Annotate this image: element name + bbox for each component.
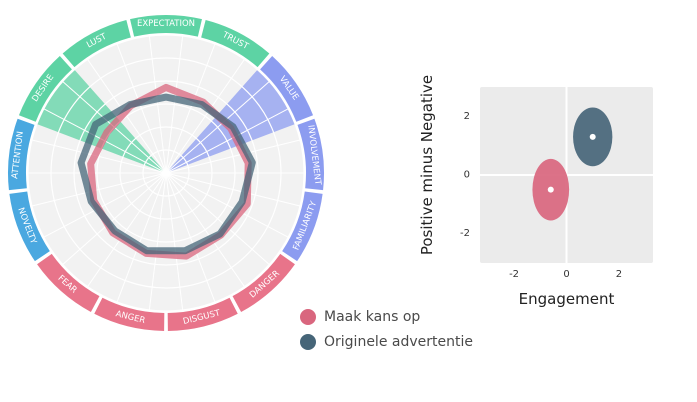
legend-item-maak-kans-op: Maak kans op bbox=[300, 306, 473, 328]
label-band-disgust bbox=[167, 297, 238, 331]
label-band-desire bbox=[18, 56, 72, 122]
scatter-point-originele-advertentie bbox=[589, 133, 596, 140]
radar-spoke bbox=[165, 172, 184, 311]
y-axis-label: Positive minus Negative bbox=[418, 75, 436, 255]
label-band-attention bbox=[8, 118, 35, 191]
radar-spoke bbox=[165, 43, 216, 174]
label-band-involvement bbox=[297, 118, 324, 191]
radar-spoke bbox=[165, 35, 184, 174]
legend-label: Maak kans op bbox=[324, 309, 421, 325]
radar-chart: EXPECTATIONTRUSTVALUEINVOLVEMENTFAMILIAR… bbox=[8, 15, 324, 331]
radar-spoke bbox=[165, 59, 245, 174]
label-band-fear bbox=[37, 253, 100, 313]
legend-swatch bbox=[300, 334, 316, 350]
label-band-anger bbox=[94, 297, 165, 331]
radar-spoke bbox=[165, 172, 270, 265]
label-band-novelty bbox=[9, 191, 50, 262]
scatter-point-maak-kans-op bbox=[547, 186, 554, 193]
legend: Maak kans op Originele advertentie bbox=[300, 306, 473, 356]
label-band-familiarity bbox=[282, 191, 323, 262]
y-tick-label: -2 bbox=[460, 228, 470, 239]
label-band-lust bbox=[62, 20, 131, 68]
radar-spoke bbox=[87, 59, 167, 174]
y-tick-label: 2 bbox=[464, 111, 470, 122]
radar-spoke bbox=[148, 35, 167, 174]
radar-spoke bbox=[165, 172, 216, 303]
x-tick-label: 0 bbox=[563, 269, 569, 280]
label-band-trust bbox=[201, 20, 270, 68]
x-tick-label: 2 bbox=[616, 269, 622, 280]
x-tick-label: -2 bbox=[509, 269, 519, 280]
radar-spoke bbox=[62, 172, 167, 265]
x-axis-label: Engagement bbox=[519, 290, 615, 308]
label-band-value bbox=[260, 56, 314, 122]
legend-label: Originele advertentie bbox=[324, 334, 473, 350]
y-tick-label: 0 bbox=[464, 170, 470, 181]
label-band-danger bbox=[232, 253, 295, 313]
label-band-expectation bbox=[130, 15, 202, 37]
legend-swatch bbox=[300, 309, 316, 325]
legend-item-originele-advertentie: Originele advertentie bbox=[300, 331, 473, 353]
radar-spoke bbox=[31, 139, 167, 174]
radar-spoke bbox=[165, 172, 289, 238]
radar-spoke bbox=[165, 172, 301, 207]
radar-spoke bbox=[165, 108, 289, 174]
radar-spoke bbox=[31, 172, 167, 207]
radar-spoke bbox=[165, 81, 270, 174]
radar-spoke bbox=[148, 172, 167, 311]
radar-spoke bbox=[43, 172, 167, 238]
category-label-expectation: EXPECTATION bbox=[137, 19, 195, 29]
radar-spoke bbox=[87, 172, 167, 287]
radar-spoke bbox=[116, 172, 167, 303]
radar-spoke bbox=[116, 43, 167, 174]
radar-spoke bbox=[165, 139, 301, 174]
radar-spoke bbox=[165, 172, 245, 287]
radar-series-originele-advertentie bbox=[77, 93, 256, 255]
